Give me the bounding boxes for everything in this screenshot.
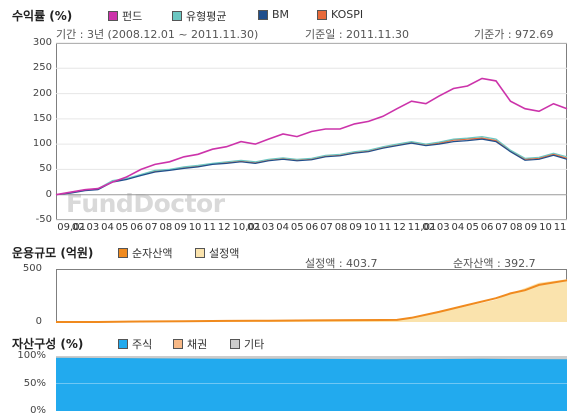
returns-x-tick-label: 09 [524, 222, 538, 233]
returns-x-tick-label: 02 [71, 222, 85, 233]
returns-x-tick-label: 03 [261, 222, 275, 233]
series-line-3 [55, 137, 568, 196]
returns-x-tick-label: 02 [422, 222, 436, 233]
legend-kospi-swatch [317, 9, 327, 20]
asset-mix-chart [56, 356, 567, 411]
legend-category-average: 유형평균 [172, 8, 226, 24]
legend-net-assets-label: 순자산액 [132, 247, 173, 260]
returns-x-tick-label: 12 [217, 222, 231, 233]
asset-mix-y-tick-label: 0% [30, 405, 46, 416]
aum-y-tick-label: 500 [22, 263, 42, 274]
returns-x-tick-label: 08 [509, 222, 523, 233]
base-price-info: 기준가 : 972.69 [474, 28, 554, 41]
returns-x-tick-label: 02 [247, 222, 260, 233]
returns-x-tick-label: 04 [276, 222, 290, 233]
legend-net-assets-swatch [118, 248, 128, 258]
returns-chart [55, 42, 568, 221]
legend-other: 기타 [230, 336, 264, 352]
series-line-0 [55, 77, 568, 196]
legend-bond: 채권 [173, 336, 207, 352]
returns-y-tick-label: 50 [39, 163, 52, 175]
aum-title: 운용규모 (억원) [12, 246, 94, 260]
returns-x-tick-label: 06 [480, 222, 494, 233]
returns-y-tick-label: 200 [32, 87, 52, 99]
returns-x-tick-label: 08 [334, 222, 348, 233]
returns-x-tick-label: 07 [495, 222, 509, 233]
returns-x-tick-label: 03 [436, 222, 450, 233]
legend-other-swatch [230, 339, 240, 349]
returns-x-tick-label: 11 [553, 222, 567, 233]
returns-x-tick-label: 10,01 [232, 222, 262, 233]
returns-x-tick-label: 09 [174, 222, 187, 233]
returns-x-tick-label: 05 [466, 222, 479, 233]
legend-stock-label: 주식 [132, 338, 153, 351]
returns-x-tick-label: 10 [188, 222, 202, 233]
returns-x-tick-label: 03 [86, 222, 100, 233]
legend-bond-swatch [173, 339, 183, 349]
aum-y-tick-label: 0 [35, 316, 42, 327]
returns-x-tick-label: 08 [159, 222, 173, 233]
net-assets-line [56, 279, 568, 323]
returns-title: 수익률 (%) [12, 9, 73, 23]
legend-fund: 펀드 [108, 8, 142, 24]
returns-x-tick-label: 07 [144, 222, 158, 233]
returns-x-tick-label: 05 [115, 222, 129, 233]
returns-x-tick-label: 11 [378, 222, 392, 233]
legend-bm-label: BM [272, 8, 290, 21]
returns-y-tick-label: -50 [35, 214, 52, 225]
returns-y-tick-label: 300 [32, 37, 52, 48]
legend-category-average-swatch [172, 11, 182, 21]
returns-x-tick-label: 06 [130, 222, 144, 233]
legend-net-assets: 순자산액 [118, 245, 172, 261]
legend-stock: 주식 [118, 336, 152, 352]
returns-x-tick-label: 04 [451, 222, 465, 233]
asset-mix-title: 자산구성 (%) [12, 337, 84, 351]
legend-category-average-label: 유형평균 [186, 10, 227, 23]
legend-bond-label: 채권 [187, 338, 208, 351]
legend-kospi: KOSPI [317, 8, 363, 21]
period-info: 기간 : 3년 (2008.12.01 ~ 2011.11.30) [56, 28, 259, 41]
returns-x-tick-label: 09,01 [57, 222, 86, 233]
aum-chart [56, 279, 568, 323]
legend-setup-amount-label: 설정액 [209, 247, 240, 260]
series-line-1 [55, 135, 568, 196]
returns-y-tick-label: 150 [32, 112, 52, 124]
returns-x-tick-label: 07 [320, 222, 333, 233]
base-date-info: 기준일 : 2011.11.30 [305, 28, 410, 41]
legend-other-label: 기타 [244, 338, 265, 351]
returns-y-tick-label: 100 [32, 138, 52, 150]
legend-bm-swatch [258, 9, 268, 20]
asset-mix-y-tick-label: 100% [17, 350, 46, 361]
watermark: FundDoctor [66, 189, 225, 218]
returns-x-tick-label: 10 [363, 222, 377, 233]
returns-x-tick-label: 10 [539, 222, 552, 233]
setup-amount-area [56, 279, 567, 322]
legend-kospi-label: KOSPI [331, 8, 364, 21]
legend-bm: BM [258, 8, 289, 21]
returns-x-tick-label: 11 [203, 222, 217, 233]
returns-x-tick-label: 12 [393, 222, 406, 233]
returns-x-tick-label: 06 [305, 222, 319, 233]
returns-x-tick-label: 05 [290, 222, 304, 233]
net-assets-info: 순자산액 : 392.7 [453, 257, 536, 270]
legend-setup-amount-swatch [195, 248, 205, 258]
returns-y-tick-label: 0 [45, 188, 52, 200]
returns-x-tick-label: 04 [101, 222, 114, 233]
legend-fund-swatch [108, 11, 118, 21]
setup-amount-info: 설정액 : 403.7 [305, 257, 378, 270]
stock-area [56, 357, 567, 411]
legend-fund-label: 펀드 [122, 10, 143, 23]
returns-x-tick-label: 09 [349, 222, 363, 233]
legend-stock-swatch [118, 339, 128, 349]
series-line-2 [55, 138, 568, 196]
legend-setup-amount: 설정액 [195, 245, 239, 261]
returns-y-tick-label: 250 [32, 62, 52, 74]
asset-mix-y-tick-label: 50% [23, 377, 46, 389]
returns-x-tick-label: 11,01 [407, 222, 437, 233]
